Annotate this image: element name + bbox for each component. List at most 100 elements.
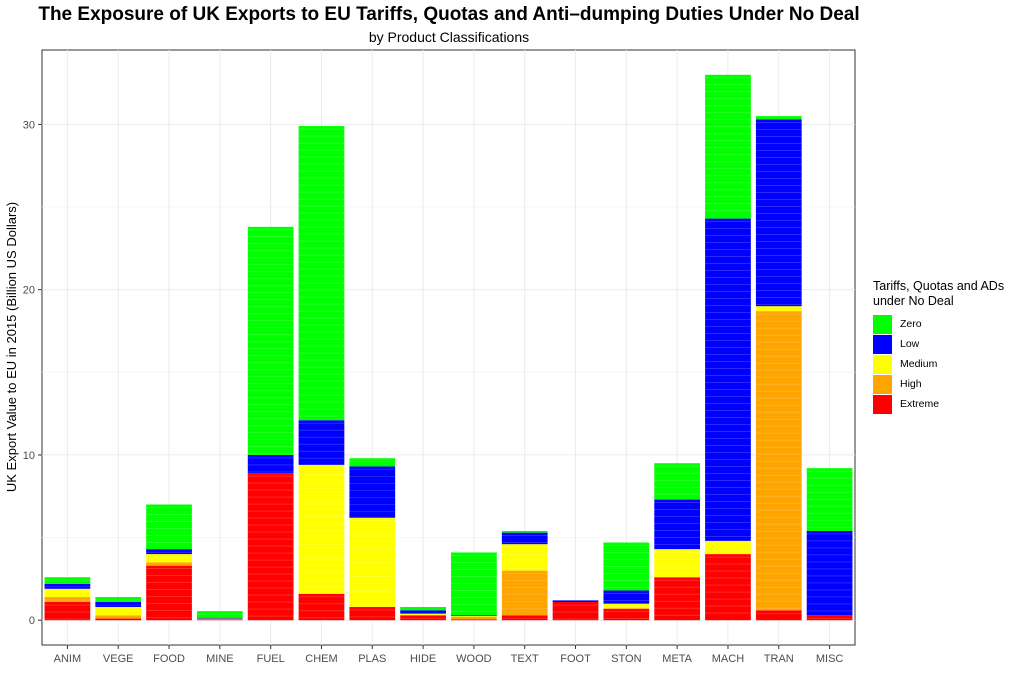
x-tick-label: ANIM [54,653,82,665]
bar-segment-extreme-mach [705,554,751,621]
bar-segment-low-text [501,532,548,545]
y-tick-label: 0 [29,615,35,627]
x-tick-label: MACH [712,653,744,665]
bar-segment-zero-plas [349,458,396,467]
x-tick-label: META [662,653,692,665]
legend-item-high: High [873,374,1023,394]
bar-segment-low-ston [603,590,650,604]
bar-series [44,74,853,621]
bar-segment-extreme-text [501,615,548,621]
x-tick-label: TRAN [764,653,794,665]
legend-label: Extreme [900,398,940,410]
bar-segment-zero-chem [298,126,345,421]
bar-segment-low-plas [349,466,396,518]
y-tick-label: 20 [23,285,35,297]
bar-segment-zero-fuel [247,226,294,455]
x-tick-label: HIDE [410,653,436,665]
bar-segment-high-food [146,562,192,566]
bar-segment-extreme-misc [806,615,853,621]
chart-subtitle: by Product Classifications [368,29,530,45]
legend-key-zero [873,314,892,334]
bar-segment-medium-text [501,544,548,571]
bar-segment-low-mine [196,617,243,619]
x-tick-label: VEGE [103,653,134,665]
bar-segment-extreme-wood [451,619,497,621]
y-tick-label: 30 [23,119,35,131]
bar-segment-zero-meta [654,463,701,500]
bar-segment-zero-anim [44,577,91,584]
bar-segment-high-vege [95,615,142,619]
bar-segment-high-wood [451,616,497,620]
legend-label: Low [900,338,920,350]
x-tick-label: MINE [206,653,234,665]
bar-segment-medium-tran [755,306,802,312]
bar-segment-medium-wood [451,616,497,617]
legend-label: High [900,378,922,390]
legend-item-medium: Medium [873,354,1023,374]
legend-item-zero: Zero [873,314,1023,334]
bar-segment-zero-food [146,504,192,550]
bar-segment-medium-food [146,554,192,563]
bar-segment-extreme-plas [349,606,396,621]
legend-label: Medium [900,358,938,370]
legend: Tariffs, Quotas and ADs under No Deal Ze… [873,279,1023,414]
bar-segment-zero-mach [705,74,751,219]
bar-segment-medium-anim [44,588,91,598]
bar-segment-extreme-anim [44,602,91,621]
bar-segment-zero-tran [755,116,802,120]
bar-segment-extreme-ston [603,608,650,621]
x-tick-label: FOOT [560,653,591,665]
x-tick-label: MISC [816,653,844,665]
legend-item-extreme: Extreme [873,394,1023,414]
bar-segment-extreme-chem [298,593,345,621]
bar-segment-extreme-vege [95,618,142,621]
x-tick-label: FOOD [153,653,185,665]
bar-segment-low-hide [400,610,446,614]
y-tick-label: 10 [23,450,35,462]
bar-segment-medium-hide [400,613,446,616]
bar-segment-medium-mine [196,618,243,620]
bar-segment-low-anim [44,583,91,589]
legend-key-high [873,374,892,394]
bar-segment-zero-misc [806,468,853,531]
bar-segment-low-vege [95,602,142,607]
bar-segment-low-mach [705,218,751,541]
x-axis-ticks: ANIM VEGE FOOD MINE FUEL CHEM PLAS HIDE WOOD TEXT… [54,645,844,665]
bar-segment-medium-mach [705,540,751,555]
bar-segment-extreme-mine [196,619,243,621]
bar-segment-low-meta [654,499,701,550]
bar-segment-zero-mine [196,611,243,618]
chart-title: The Exposure of UK Exports to EU Tariffs… [38,4,860,25]
legend-key-extreme [873,394,892,414]
x-tick-label: WOOD [456,653,491,665]
bar-segment-low-misc [806,530,853,616]
x-tick-label: CHEM [305,653,337,665]
bar-segment-high-anim [44,597,91,603]
x-tick-label: FUEL [257,653,285,665]
bar-segment-zero-hide [400,606,446,611]
bar-segment-low-food [146,549,192,555]
x-tick-label: TEXT [511,653,539,665]
bar-segment-extreme-tran [755,610,802,621]
y-axis-ticks: 0 10 20 30 [23,119,42,627]
bar-segment-medium-ston [603,603,650,609]
bar-segment-medium-meta [654,549,701,578]
legend-key-low [873,334,892,354]
bar-segment-low-wood [451,615,497,617]
bar-segment-extreme-hide [400,615,446,621]
bar-segment-high-text [501,570,548,616]
bar-segment-medium-vege [95,606,142,616]
x-tick-label: STON [611,653,641,665]
bar-segment-zero-ston [603,542,650,591]
bar-segment-extreme-meta [654,577,701,621]
bar-segment-high-tran [755,311,802,611]
bar-segment-medium-chem [298,464,345,594]
legend-item-low: Low [873,334,1023,354]
x-tick-label: PLAS [358,653,386,665]
bar-segment-zero-vege [95,597,142,603]
bar-segment-extreme-fuel [247,473,294,621]
bar-segment-low-foot [552,600,599,603]
bar-segment-medium-plas [349,517,396,607]
legend-title: Tariffs, Quotas and ADs under No Deal [873,279,1005,308]
legend-items: Zero Low Medium High Extreme [873,314,1023,414]
